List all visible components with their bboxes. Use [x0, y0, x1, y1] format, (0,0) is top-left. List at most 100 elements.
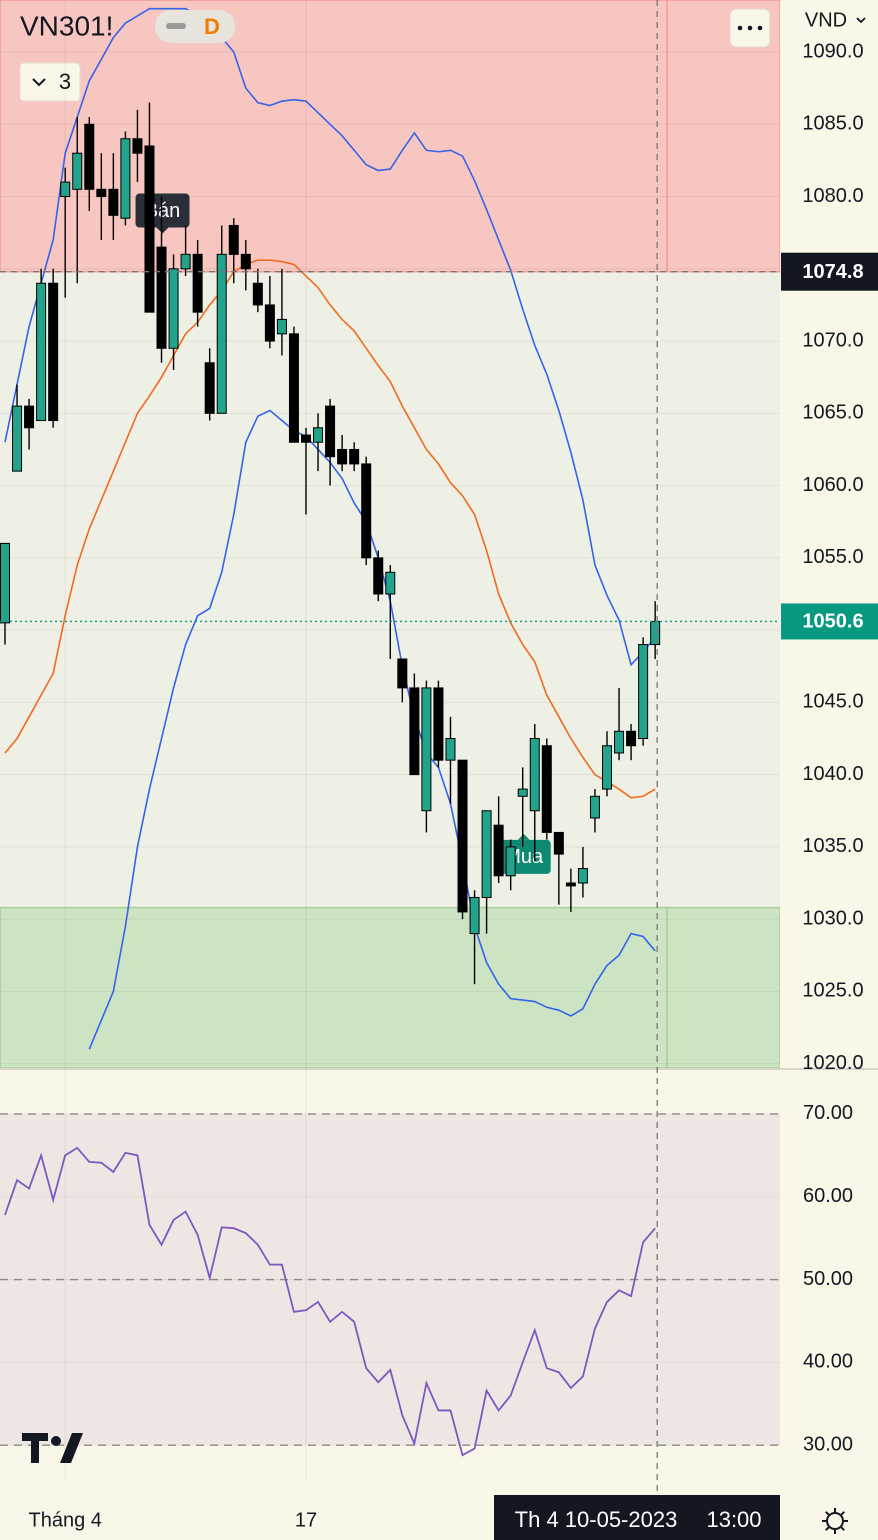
candle-body — [638, 644, 649, 739]
y-tick-label: 60.00 — [803, 1185, 853, 1207]
candle-body — [373, 557, 384, 595]
menu-dot — [757, 25, 763, 31]
interval-pill — [155, 10, 235, 43]
gear — [826, 1512, 844, 1530]
y-tick-label: 1065.0 — [802, 402, 863, 424]
rsi-pane — [0, 1113, 780, 1457]
candle-body — [505, 846, 516, 877]
band-line — [4, 259, 656, 799]
band-line — [4, 7, 656, 667]
logo-t — [22, 1433, 48, 1463]
candle-body — [457, 759, 468, 913]
candle-body — [204, 362, 215, 414]
candle-body — [108, 188, 119, 216]
candle-body — [252, 282, 263, 306]
crosshair-price-box — [781, 252, 878, 291]
menu-dot — [737, 25, 743, 31]
candle-body — [565, 882, 576, 887]
pane-separator — [0, 1068, 878, 1070]
candle-body — [180, 253, 191, 270]
rsi-line — [4, 1146, 656, 1457]
candle-body — [349, 448, 360, 465]
candle-body — [385, 571, 396, 595]
candle-body — [301, 434, 311, 443]
indicator-toggle — [19, 62, 81, 102]
y-tick-label: 30.00 — [803, 1433, 853, 1455]
crosshair-date-box — [494, 1495, 780, 1540]
y-tick-label: 1090.0 — [802, 40, 863, 62]
candle-body — [60, 181, 71, 198]
y-tick-label: 1040.0 — [802, 763, 863, 785]
crosshair-price-label: 1074.8 — [802, 261, 863, 283]
candle-body — [313, 427, 324, 443]
candle-body — [325, 405, 336, 458]
price-pane: Bán Mua — [0, 0, 780, 1068]
candle-body — [421, 687, 432, 812]
chevron — [32, 78, 46, 87]
candle-body — [84, 123, 95, 190]
candle-body — [529, 737, 540, 812]
candle-body — [409, 687, 420, 776]
logo-slash — [60, 1433, 83, 1463]
candle-body — [481, 810, 492, 898]
x-tick-label: 17 — [295, 1509, 317, 1531]
y-tick-label: 1085.0 — [802, 113, 863, 135]
last-price-box — [781, 603, 878, 640]
candle-body — [120, 138, 131, 219]
indicator-count: 3 — [59, 69, 71, 94]
candle-body — [0, 542, 10, 624]
candle-body — [36, 282, 47, 422]
y-tick-label: 1030.0 — [802, 907, 863, 929]
candle-body — [48, 282, 59, 422]
candle-body — [469, 896, 480, 935]
candle-body — [541, 745, 552, 833]
logo-dot — [51, 1436, 61, 1446]
signal-label: Bán — [135, 193, 190, 234]
pill-dash — [166, 23, 186, 29]
candle-body — [276, 318, 287, 335]
gear-tooth — [825, 1526, 830, 1531]
candle-body — [96, 188, 107, 198]
zone — [0, 906, 780, 1068]
candle-body — [72, 152, 83, 190]
x-tick-label: Tháng 4 — [29, 1509, 102, 1531]
candle-body — [288, 333, 299, 443]
candle-body — [240, 253, 251, 270]
candle-body — [192, 253, 203, 313]
band-line — [88, 409, 656, 1050]
crosshair-time: 13:00 — [706, 1507, 761, 1532]
y-tick-label: 1055.0 — [802, 546, 863, 568]
candle-body — [589, 795, 600, 819]
symbol-title: VN301! — [20, 10, 113, 41]
candle-body — [493, 824, 504, 877]
candle-body — [264, 304, 275, 342]
candle-body — [156, 246, 167, 349]
y-tick-label: 1080.0 — [802, 185, 863, 207]
crosshair-date: Th 4 10-05-2023 — [515, 1507, 678, 1532]
y-tick-label: 70.00 — [803, 1102, 853, 1124]
candle-body — [445, 737, 456, 761]
y-tick-label: 1025.0 — [802, 980, 863, 1002]
candle-body — [433, 687, 444, 761]
menu-dot — [747, 25, 753, 31]
candle-body — [144, 145, 155, 313]
candle-body — [517, 788, 528, 797]
last-price-label: 1050.6 — [802, 611, 863, 633]
candle-body — [12, 405, 23, 472]
y-tick-label: 1060.0 — [802, 474, 863, 496]
candle-body — [24, 405, 35, 429]
y-tick-label: 50.00 — [803, 1268, 853, 1290]
y-tick-label: 1045.0 — [802, 691, 863, 713]
candle-body — [337, 448, 348, 465]
interval: D — [204, 14, 220, 39]
y-tick-label: 1070.0 — [802, 329, 863, 351]
candle-body — [614, 730, 625, 754]
currency: VND — [805, 9, 847, 31]
signal-pointer — [517, 833, 530, 840]
candle-body — [397, 658, 408, 689]
y-tick-label: 40.00 — [803, 1351, 853, 1373]
zone — [0, 0, 780, 273]
signal-pointer — [156, 227, 169, 234]
